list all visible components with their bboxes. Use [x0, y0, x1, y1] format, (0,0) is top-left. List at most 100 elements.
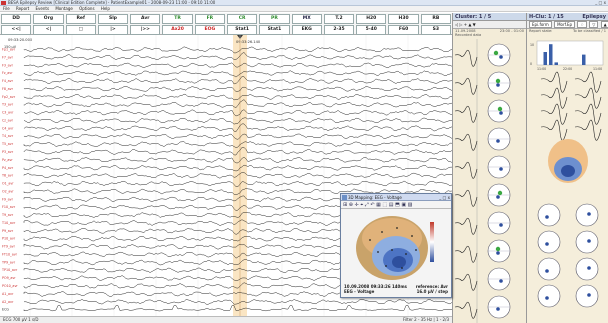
channel-label: C4_avr — [2, 126, 14, 130]
eeg-trace — [23, 99, 452, 108]
toolbar-button-row1-1[interactable]: Org — [33, 14, 64, 24]
dipole-dot — [496, 139, 500, 143]
hist-bar — [582, 54, 586, 65]
channel-label: O1_avr — [2, 182, 14, 186]
toolbar-button-row1-0[interactable]: DD — [1, 14, 32, 24]
toolbar-button-row2-11[interactable]: 5-40 — [356, 25, 387, 35]
tab-epiform[interactable]: Epi.form — [529, 21, 552, 28]
toolbar-button-row1-9[interactable]: MX — [291, 14, 322, 24]
window-controls[interactable]: _ □ x — [595, 0, 606, 5]
channel-label: FT10_avr — [2, 252, 18, 256]
toolbar-button-row1-8[interactable]: PR — [259, 14, 290, 24]
cluster-waveform — [454, 49, 478, 67]
dipole-dot — [493, 50, 499, 56]
toolbar-button-row1-6[interactable]: FR — [194, 14, 225, 24]
toolbar-button-row1-3[interactable]: Slp — [97, 14, 129, 24]
menu-montage[interactable]: Montage — [55, 6, 73, 11]
channel-label: Fp2_avr — [2, 95, 16, 99]
mapping-toolbar[interactable]: ⊞ ⊕ ✛ ⌖ ⤢ ↶ ▦ ⬚ ▤ ⬒ ▣ ▨ — [341, 201, 451, 209]
menu-options[interactable]: Options — [79, 6, 95, 11]
cluster-thumbnails[interactable] — [453, 39, 527, 323]
menu-events[interactable]: Events — [35, 6, 50, 11]
hist-bar — [543, 52, 547, 65]
dipole-dot — [496, 307, 500, 311]
channel-label: P4_avr — [2, 166, 14, 170]
scale-label: 150 µV — [4, 45, 17, 49]
cluster-waveform — [454, 245, 478, 263]
cluster-waveform — [454, 217, 478, 235]
hclu-head-icon — [575, 257, 599, 281]
toolbar-button-row1-10[interactable]: T.2 — [323, 14, 355, 24]
mapping-step: 16.0 µV / step — [416, 289, 448, 294]
toolbar-button-row2-13[interactable]: S3 — [420, 25, 451, 35]
toolbar-button-row1-12[interactable]: H30 — [388, 14, 419, 24]
hclu-report-state: Report state: — [529, 29, 553, 33]
channel-label: F4_avr — [2, 79, 14, 83]
mapping-title-bar[interactable]: 3D Mapping: EEG - Voltage _ □ x — [341, 194, 451, 201]
toolbar-button-row2-2[interactable]: □ — [65, 25, 96, 35]
toolbar-button-row2-10[interactable]: 2-35 — [323, 25, 355, 35]
dipole-dot — [587, 266, 591, 270]
channel-label: Cz_avr — [2, 118, 14, 122]
dipole-dot — [499, 55, 503, 59]
toolbar-button-row1-13[interactable]: RB — [420, 14, 451, 24]
toolbar-button-row1-11[interactable]: H20 — [356, 14, 387, 24]
toolbar-button-row2-0[interactable]: <<| — [1, 25, 32, 35]
toolbar-button-row2-8[interactable]: Stat1 — [259, 25, 290, 35]
channel-label: F8_avr — [2, 87, 14, 91]
mapping-window-controls[interactable]: _ □ x — [439, 195, 450, 200]
dipole-dot — [496, 83, 500, 87]
eeg-trace — [23, 147, 452, 156]
menu-report[interactable]: Report — [15, 6, 30, 11]
channel-label: F10_avr — [2, 205, 16, 209]
cluster-controls[interactable]: ◁ ▷ + ▲ ▼ — [453, 21, 526, 29]
toolbar-button-row1-5[interactable]: TR — [162, 14, 193, 24]
dipole-dot — [495, 78, 501, 84]
dipole-dot — [587, 293, 591, 297]
toolbar-button-row1-7[interactable]: CR — [227, 14, 258, 24]
toolbar-button-row2-6[interactable]: EOG — [194, 25, 225, 35]
arrow-up-icon[interactable]: ▲ — [600, 21, 608, 28]
menu-help[interactable]: Help — [100, 6, 110, 11]
cluster-info: 11.09.2008 Recorded data 23:00 - 01:00 — [453, 29, 526, 39]
hist-x-right: 11:00 — [593, 67, 602, 71]
toolbar-button-row1-4[interactable]: Avr — [130, 14, 161, 24]
toolbar-button-row2-4[interactable]: |>> — [130, 25, 161, 35]
eeg-trace — [23, 305, 452, 312]
toolbar-button-row2-12[interactable]: F60 — [388, 25, 419, 35]
filter-icon[interactable]: ▽ — [589, 21, 599, 28]
channel-label: T4_avr — [1, 134, 14, 138]
hclu-head-icon — [537, 230, 561, 254]
hclu-waveform — [540, 87, 568, 109]
toolbar-button-row2-5[interactable]: Ax20 — [162, 25, 193, 35]
electrode-dot — [405, 253, 407, 255]
tab-morfep[interactable]: Morf.Ep — [554, 21, 576, 28]
channel-label: Fz_avr — [2, 71, 13, 75]
hclu-head-icon — [537, 203, 561, 227]
channel-label: T9_avr — [1, 213, 14, 217]
menu-file[interactable]: File — [3, 6, 10, 11]
hist-y-top: 10 — [530, 43, 534, 47]
eeg-trace — [23, 62, 452, 69]
toolbar-button-row2-7[interactable]: Stat1 — [227, 25, 258, 35]
channel-label: P10_avr — [2, 237, 16, 241]
hclu-waveform — [574, 71, 602, 93]
hclu-content[interactable]: 10 0 11:00 22:00 11:00 — [527, 39, 608, 323]
dipole-dot — [497, 190, 503, 196]
toolbar-button-row2-1[interactable]: <| — [33, 25, 64, 35]
dipole-dot — [587, 212, 591, 216]
eeg-trace — [23, 141, 452, 148]
hclu-waveform — [574, 87, 602, 109]
diamond-icon[interactable]: ♢ — [577, 21, 587, 28]
hclu-waveform — [540, 71, 568, 93]
channel-label: PO10_avr — [2, 284, 18, 288]
mapping-window[interactable]: 3D Mapping: EEG - Voltage _ □ x ⊞ ⊕ ✛ ⌖ … — [340, 193, 452, 298]
toolbar-button-row1-2[interactable]: Ref — [65, 14, 96, 24]
toolbar-button-row2-3[interactable]: |> — [97, 25, 129, 35]
dipole-dot — [587, 239, 591, 243]
cluster-waveform — [454, 301, 478, 319]
toolbar-button-row2-9[interactable]: EKG — [291, 25, 322, 35]
channel-label: P3_avr — [2, 150, 14, 154]
mapping-type: EEG - Voltage — [344, 289, 375, 294]
